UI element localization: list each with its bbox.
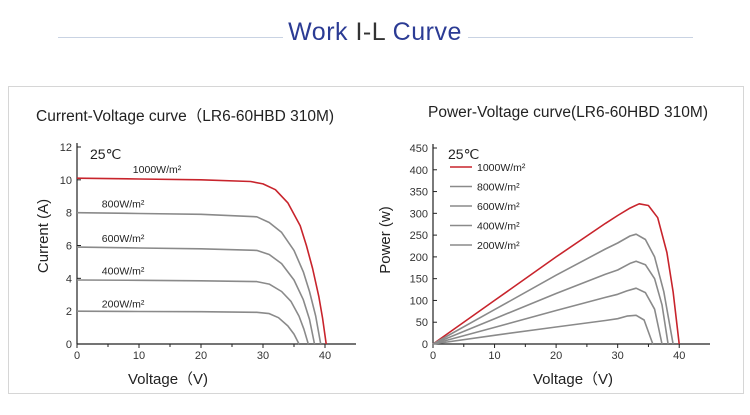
series-line-2	[432, 260, 669, 345]
page-title-il: I-L	[355, 18, 386, 46]
x-tick-label: 0	[430, 350, 436, 362]
series-line-1	[432, 233, 674, 345]
x-tick-label: 40	[673, 350, 685, 362]
y-tick-label: 200	[410, 252, 428, 264]
series-line-3	[432, 287, 663, 345]
y-tick-label: 10	[60, 175, 72, 187]
page-title-curve: Curve	[392, 18, 462, 46]
temperature-annotation: 25℃	[448, 146, 479, 162]
charts-panel	[8, 86, 744, 394]
legend-label-2: 600W/m²	[477, 201, 520, 213]
series-line-3	[76, 279, 310, 345]
y-tick-label: 50	[416, 317, 428, 329]
legend-label-0: 1000W/m²	[477, 162, 526, 174]
series-line-0	[76, 177, 327, 345]
curve-label-1: 800W/m²	[102, 198, 145, 210]
x-tick-label: 30	[612, 350, 624, 362]
y-tick-label: 4	[66, 273, 72, 285]
curve-label-0: 1000W/m²	[133, 164, 182, 176]
y-tick-label: 0	[422, 339, 428, 351]
legend-label-1: 800W/m²	[477, 182, 520, 194]
x-axis-label: Voltage（V)	[128, 371, 208, 388]
y-axis-label: Power (w)	[377, 206, 394, 274]
y-axis-label: Current (A)	[35, 199, 52, 273]
series-line-1	[76, 211, 322, 345]
series-line-4	[432, 314, 654, 345]
page-title: Work I-L Curve	[0, 18, 750, 47]
y-tick-label: 250	[410, 230, 428, 242]
curve-label-3: 400W/m²	[102, 266, 145, 278]
y-tick-label: 8	[66, 208, 72, 220]
legend-label-3: 400W/m²	[477, 221, 520, 233]
curve-label-2: 600W/m²	[102, 233, 145, 245]
iv-chart-title: Current-Voltage curve（LR6-60HBD 310M)	[36, 108, 335, 125]
x-tick-label: 10	[133, 350, 145, 362]
series-line-0	[432, 203, 680, 345]
y-tick-label: 100	[410, 295, 428, 307]
y-tick-label: 2	[66, 306, 72, 318]
x-tick-label: 0	[74, 350, 80, 362]
y-tick-label: 300	[410, 208, 428, 220]
title-rule-right	[468, 37, 693, 38]
legend-label-4: 200W/m²	[477, 240, 520, 252]
x-tick-label: 20	[195, 350, 207, 362]
x-tick-label: 30	[257, 350, 269, 362]
curve-label-4: 200W/m²	[102, 299, 145, 311]
x-tick-label: 20	[550, 350, 562, 362]
x-tick-label: 40	[319, 350, 331, 362]
y-tick-label: 12	[60, 142, 72, 154]
y-tick-label: 400	[410, 165, 428, 177]
x-axis-label: Voltage（V)	[533, 371, 613, 388]
series-line-2	[76, 246, 316, 345]
y-tick-label: 150	[410, 274, 428, 286]
pv-chart-title: Power-Voltage curve(LR6-60HBD 310M)	[428, 104, 708, 121]
temperature-annotation: 25℃	[90, 146, 121, 162]
y-tick-label: 0	[66, 339, 72, 351]
series-line-4	[76, 310, 300, 345]
y-tick-label: 350	[410, 187, 428, 199]
x-tick-label: 10	[488, 350, 500, 362]
y-tick-label: 450	[410, 143, 428, 155]
page-title-work: Work	[288, 18, 349, 46]
title-rule-left	[58, 37, 283, 38]
y-tick-label: 6	[66, 241, 72, 253]
